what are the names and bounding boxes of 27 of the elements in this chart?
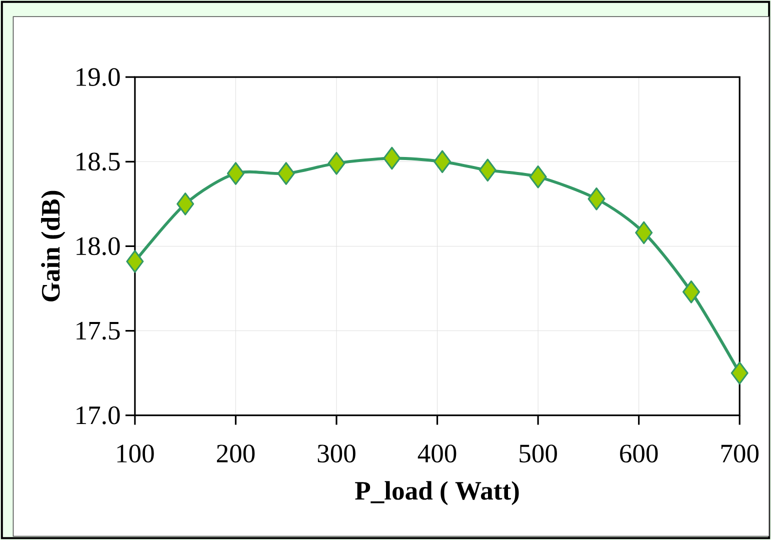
- y-tick-label: 17.5: [76, 322, 120, 340]
- y-tick-label: 17.0: [76, 406, 120, 424]
- point: [176, 192, 194, 216]
- point: [529, 165, 547, 188]
- point: [277, 162, 295, 185]
- y-tick-label: 18.5: [76, 152, 120, 171]
- point: [588, 187, 606, 210]
- point: [682, 280, 700, 304]
- point: [635, 221, 653, 244]
- point: [434, 150, 452, 174]
- x-tick-label: 300: [318, 444, 356, 462]
- point: [730, 362, 748, 384]
- x-axis-title: P_load ( Watt): [355, 481, 519, 506]
- point: [126, 250, 144, 273]
- point: [226, 162, 244, 185]
- y-tick-label: 19.0: [76, 68, 120, 86]
- x-tick-label: 100: [117, 444, 154, 462]
- x-tick-label: 400: [418, 444, 456, 462]
- y-axis-title: Gain (dB): [41, 190, 66, 302]
- point: [328, 152, 346, 175]
- x-tick-label: 500: [520, 444, 557, 462]
- point: [478, 158, 496, 182]
- point: [383, 146, 401, 170]
- x-tick-label: 600: [620, 444, 658, 462]
- y-tick-label: 18.0: [76, 237, 120, 256]
- x-tick-label: 700: [721, 444, 759, 462]
- x-tick-label: 200: [216, 444, 255, 462]
